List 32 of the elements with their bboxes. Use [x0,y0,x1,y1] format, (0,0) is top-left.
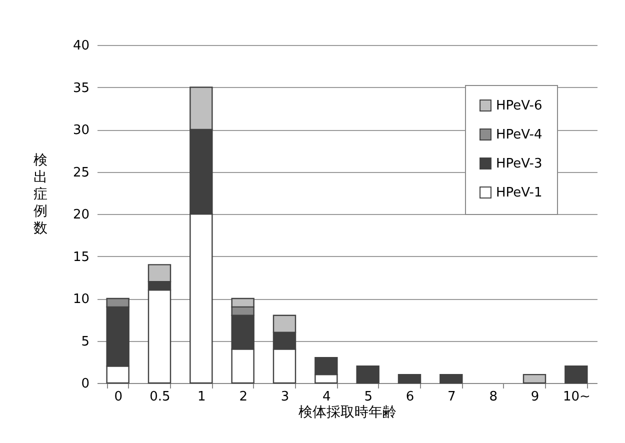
legend-label: HPeV-4 [496,128,542,142]
bar [522,374,546,384]
y-tick-label: 15 [72,250,90,265]
y-tick-label: 30 [72,123,90,138]
x-tick-label: 6 [406,390,414,404]
bar [440,374,463,384]
x-tick-label: 10~ [562,390,590,404]
x-tick-label: 2 [239,390,248,404]
legend-label: HPeV-1 [496,186,542,200]
x-tick-label: 9 [530,390,540,404]
x-tick-label: 7 [448,390,456,404]
y-tick-label: 10 [72,292,90,307]
y-tick-label: 5 [81,334,90,350]
bar [356,366,380,384]
legend-label: HPeV-6 [496,98,542,114]
y-axis-title: 検出症例数 [34,152,48,236]
y-tick-label: 25 [72,165,90,180]
bar [564,366,588,384]
x-tick-label: 4 [322,390,331,404]
y-tick-label: 0 [81,376,90,392]
x-tick-label: 1 [198,390,206,404]
y-tick-label: 20 [72,208,90,222]
legend-label: HPeV-3 [496,156,542,172]
x-tick-label: 3 [280,390,290,404]
x-tick-label: 0 [114,390,122,404]
y-tick-label: 40 [72,38,90,54]
x-tick-label: 5 [364,390,372,404]
x-axis-title: 検体採取時年齢 [298,404,396,420]
x-tick-label: 8 [489,390,498,404]
x-tick-label: 0.5 [150,390,170,404]
bar [398,374,422,384]
y-tick-label: 35 [72,80,90,96]
